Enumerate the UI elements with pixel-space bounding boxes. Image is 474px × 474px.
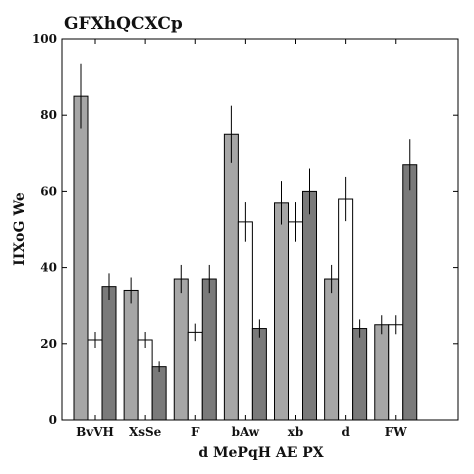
bar-d-s3 (352, 328, 368, 421)
bar-FW-s1 (374, 324, 390, 421)
bar-FW-s2 (388, 324, 404, 421)
bar-BvVH-s1 (73, 95, 89, 421)
bar-BvVH-s3 (101, 286, 117, 421)
bar-XsSe-s3 (151, 366, 167, 421)
bar-bAw-s1 (223, 133, 239, 421)
bar-xb-s3 (302, 190, 318, 421)
y-tick-label-80: 80 (40, 108, 57, 122)
bar-XsSe-s1 (123, 289, 139, 421)
y-tick-label-20: 20 (40, 337, 57, 351)
y-tick-label-0: 0 (49, 413, 57, 427)
x-tick-label-BvVH: BvVH (76, 425, 114, 439)
x-tick-label-xb: xb (288, 425, 304, 439)
bar-XsSe-s2 (137, 339, 153, 421)
y-tick-label-40: 40 (40, 261, 57, 275)
x-tick-label-F: F (191, 425, 200, 439)
bar-F-s3 (201, 278, 217, 421)
plot-frame (61, 38, 459, 421)
x-tick-label-bAw: bAw (232, 425, 260, 439)
y-tick-label-60: 60 (40, 184, 57, 198)
bar-d-s2 (338, 198, 354, 421)
bar-d-s1 (324, 278, 340, 421)
bar-F-s2 (187, 331, 203, 421)
chart-title: GFXhQCXCp (64, 14, 183, 34)
x-tick-label-FW: FW (385, 425, 408, 439)
x-axis-label: d MePqH AE PX (198, 445, 323, 461)
bar-FW-s3 (402, 164, 418, 421)
bar-xb-s1 (274, 202, 290, 421)
bar-F-s1 (173, 278, 189, 421)
bar-bAw-s2 (237, 221, 253, 421)
bar-BvVH-s2 (87, 339, 103, 421)
y-axis-label: IIXoG We (12, 192, 28, 266)
x-tick-label-XsSe: XsSe (129, 425, 162, 439)
bar-xb-s2 (288, 221, 304, 421)
x-tick-label-d: d (341, 425, 350, 439)
bar-bAw-s3 (251, 328, 267, 421)
y-tick-label-100: 100 (32, 32, 57, 46)
